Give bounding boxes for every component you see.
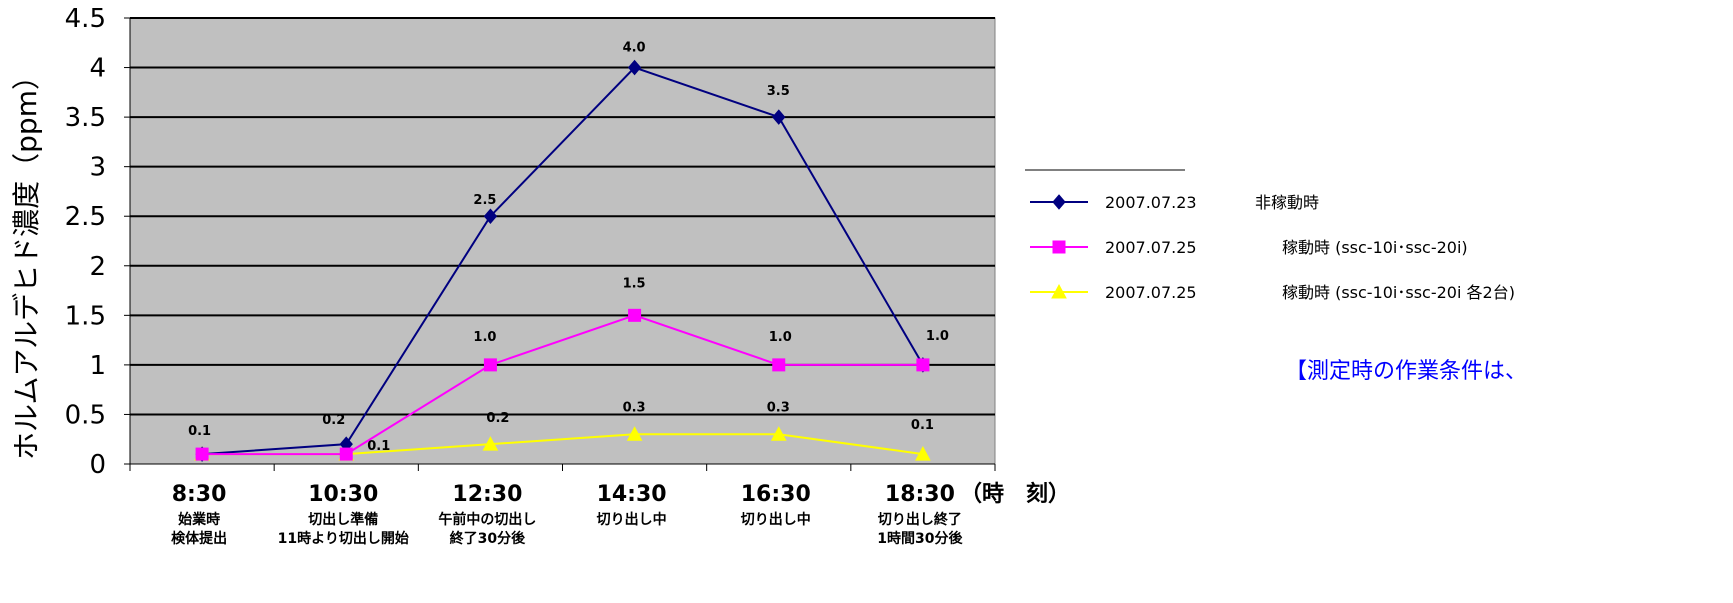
x-category-time: 8:30 — [172, 482, 227, 507]
data-label: 0.1 — [367, 439, 390, 454]
data-point — [627, 59, 642, 76]
x-category-time: 10:30 — [308, 482, 378, 507]
x-category-desc: 切り出し中 — [597, 511, 667, 528]
data-point — [772, 358, 786, 372]
series-line — [202, 314, 923, 456]
data-label: 1.0 — [769, 330, 792, 345]
legend-marker — [1052, 194, 1066, 210]
y-axis-label: ホルムアルデヒド濃度（ppm） — [10, 62, 43, 460]
data-point — [483, 358, 497, 372]
x-category-desc: 始業時 — [178, 511, 220, 528]
data-label: 4.0 — [623, 41, 646, 56]
data-point — [339, 447, 353, 461]
note-text: 【測定時の作業条件は、 — [1285, 359, 1527, 384]
y-tick-label: 4.5 — [65, 4, 106, 34]
legend-series-name: 2007.07.25 — [1105, 283, 1197, 302]
legend-item: 2007.07.23 非稼動時 — [1030, 193, 1319, 212]
data-point — [916, 358, 930, 372]
y-tick-label: 4 — [89, 54, 106, 84]
y-axis-ticks: 0 0.5 1 1.5 2 2.5 3 3.5 4 4.5 — [65, 4, 130, 480]
legend: 2007.07.23 非稼動時 2007.07.25 稼動時 (ssc-10i･ssc… — [1030, 193, 1515, 302]
y-tick-label: 3 — [89, 153, 106, 183]
y-tick-label: 2.5 — [65, 202, 106, 232]
y-tick-label: 3.5 — [65, 103, 106, 133]
x-category-desc: 11時より切出し開始 — [278, 530, 409, 547]
y-tick-label: 1 — [89, 351, 106, 381]
data-point — [770, 426, 787, 441]
plot-area — [129, 17, 996, 465]
x-category-desc: 検体提出 — [171, 530, 227, 547]
x-category-desc: 切り出し終了 — [878, 511, 962, 528]
gridlines — [130, 17, 995, 416]
x-category-desc: 1時間30分後 — [877, 530, 963, 547]
y-tick-label: 0 — [89, 450, 106, 480]
data-point — [626, 426, 643, 441]
x-category-desc: 終了30分後 — [450, 530, 526, 547]
data-label: 0.3 — [623, 400, 646, 415]
legend-item: 2007.07.25 稼動時 (ssc-10i･ssc-20i 各2台) — [1030, 283, 1515, 302]
data-label: 1.5 — [623, 276, 646, 291]
data-point — [482, 436, 499, 451]
x-category-desc: 切り出し中 — [741, 511, 811, 528]
x-category-desc: 午前中の切出し — [438, 511, 536, 528]
legend-item: 2007.07.25 稼動時 (ssc-10i･ssc-20i) — [1030, 238, 1468, 257]
data-label: 0.2 — [322, 413, 345, 428]
data-label: 1.0 — [926, 329, 949, 344]
data-point — [483, 208, 498, 224]
legend-series-condition: 稼動時 (ssc-10i･ssc-20i) — [1282, 238, 1468, 257]
data-label: 0.1 — [188, 424, 211, 439]
data-label: 0.3 — [767, 400, 790, 415]
series-line — [202, 66, 924, 456]
legend-series-condition: 非稼動時 — [1255, 193, 1319, 212]
legend-series-name: 2007.07.23 — [1105, 193, 1197, 212]
data-label: 2.5 — [473, 193, 496, 208]
legend-series-condition: 稼動時 (ssc-10i･ssc-20i 各2台) — [1282, 283, 1515, 302]
y-tick-label: 2 — [89, 252, 106, 282]
x-category-time: 16:30 — [741, 482, 811, 507]
data-point — [772, 109, 786, 125]
data-label: 0.2 — [486, 411, 509, 426]
legend-marker — [1052, 240, 1066, 254]
x-category-time: 12:30 — [452, 482, 522, 507]
x-category-desc: 切出し準備 — [308, 511, 378, 528]
legend-marker — [1051, 283, 1067, 299]
axes — [129, 18, 996, 471]
data-label: 3.5 — [767, 84, 790, 99]
x-category-time: 14:30 — [597, 482, 667, 507]
data-labels: 0.1 0.2 2.5 4.0 3.5 1.0 1.0 1.5 1.0 0.1 0.2 0.3 0.3 0… — [188, 41, 949, 455]
series-square — [195, 308, 930, 461]
series-group — [194, 59, 931, 462]
data-point — [195, 447, 209, 461]
data-label: 1.0 — [473, 330, 496, 345]
x-category-time: 18:30 — [885, 482, 955, 507]
data-label: 0.1 — [911, 418, 934, 433]
legend-series-name: 2007.07.25 — [1105, 238, 1197, 257]
data-point — [628, 308, 642, 322]
y-tick-label: 1.5 — [65, 301, 106, 331]
x-axis-unit-label: （時 刻） — [960, 481, 1070, 507]
y-tick-label: 0.5 — [65, 400, 106, 430]
data-point — [915, 446, 931, 461]
